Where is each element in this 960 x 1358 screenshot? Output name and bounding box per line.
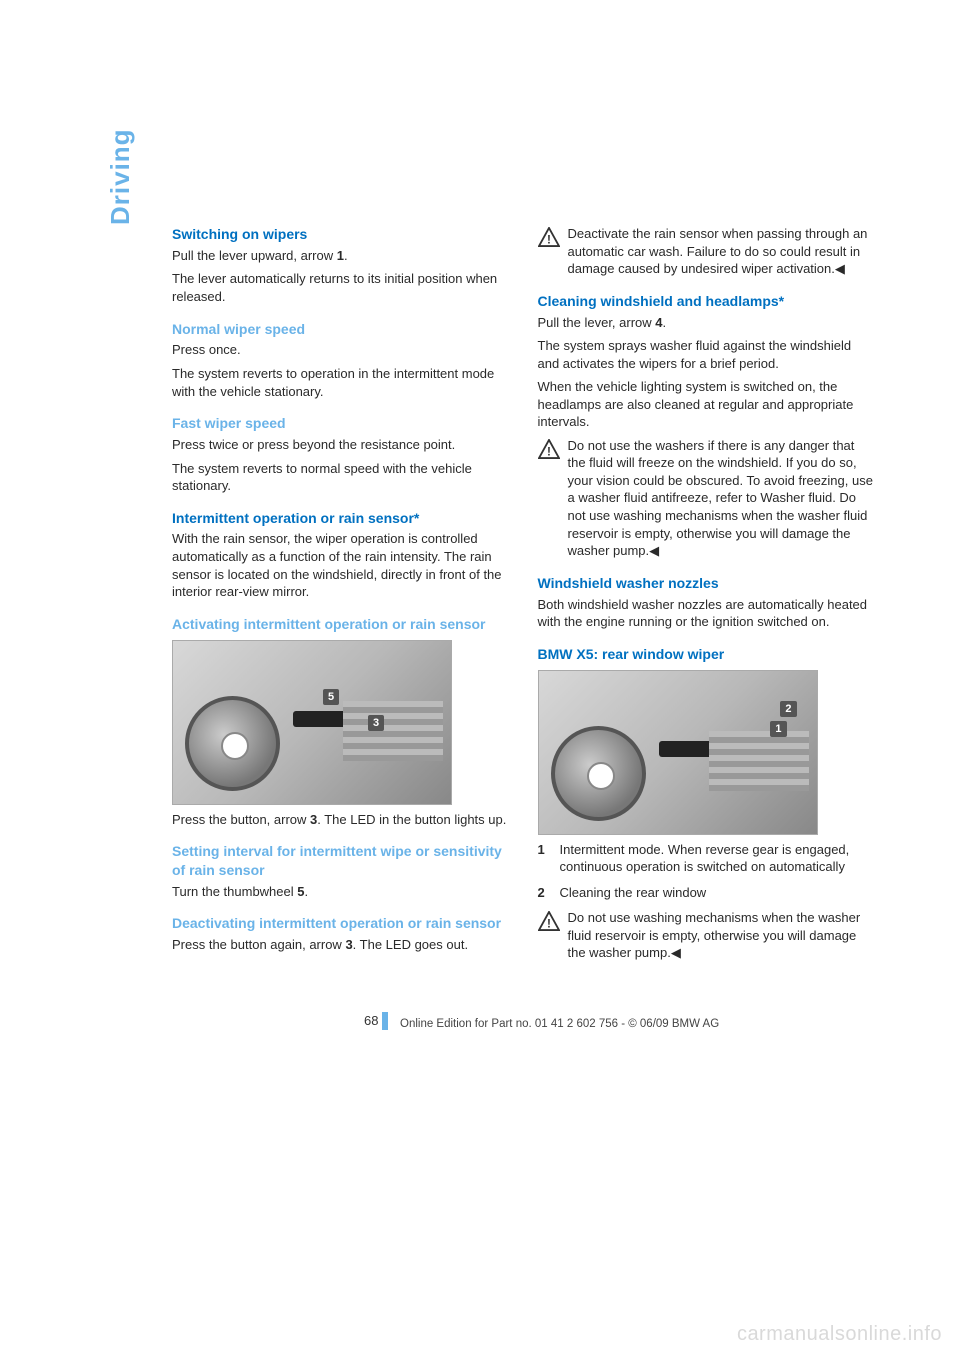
warning-icon: ! bbox=[538, 227, 560, 247]
page-content: Switching on wipers Pull the lever upwar… bbox=[100, 225, 875, 970]
svg-text:!: ! bbox=[547, 232, 551, 246]
section-side-label: Driving bbox=[105, 128, 136, 225]
heading-washer-nozzles: Windshield washer nozzles bbox=[538, 574, 876, 593]
warning-text: Do not use washing mechanisms when the w… bbox=[568, 909, 876, 962]
list-number: 2 bbox=[538, 884, 550, 902]
para: The system reverts to operation in the i… bbox=[172, 365, 510, 400]
warning-block: ! Deactivate the rain sensor when passin… bbox=[538, 225, 876, 278]
para: The lever automatically returns to its i… bbox=[172, 270, 510, 305]
heading-fast-wiper-speed: Fast wiper speed bbox=[172, 414, 510, 433]
list-item: 2 Cleaning the rear window bbox=[538, 884, 876, 902]
numbered-list: 1 Intermittent mode. When reverse gear i… bbox=[538, 841, 876, 902]
thumbwheel-ref-5: 5 bbox=[297, 884, 304, 899]
figure-wiper-lever-1: 5 3 bbox=[172, 640, 452, 805]
heading-deactivating-rain-sensor: Deactivating intermittent operation or r… bbox=[172, 914, 510, 933]
heading-activating-rain-sensor: Activating intermittent operation or rai… bbox=[172, 615, 510, 634]
para: When the vehicle lighting system is swit… bbox=[538, 378, 876, 431]
text: Turn the thumbwheel bbox=[172, 884, 297, 899]
text: . The LED goes out. bbox=[353, 937, 468, 952]
page-number: 68 bbox=[364, 1013, 382, 1028]
para: Pull the lever, arrow 4. bbox=[538, 314, 876, 332]
warning-text: Do not use the washers if there is any d… bbox=[568, 437, 876, 560]
list-text: Cleaning the rear window bbox=[560, 884, 707, 902]
bmw-logo-graphic bbox=[221, 732, 249, 760]
page-number-box: 68 bbox=[364, 1012, 388, 1030]
figure-callout-5: 5 bbox=[323, 689, 339, 706]
bmw-logo-graphic bbox=[587, 762, 615, 790]
dashboard-graphic bbox=[709, 731, 809, 791]
para: Turn the thumbwheel 5. bbox=[172, 883, 510, 901]
footer-edition-line: Online Edition for Part no. 01 41 2 602 … bbox=[400, 1018, 719, 1030]
arrow-ref-4: 4 bbox=[655, 315, 662, 330]
text: . bbox=[663, 315, 667, 330]
heading-normal-wiper-speed: Normal wiper speed bbox=[172, 320, 510, 339]
heading-switching-on-wipers: Switching on wipers bbox=[172, 225, 510, 244]
heading-cleaning-windshield: Cleaning windshield and headlamps* bbox=[538, 292, 876, 311]
steering-wheel-graphic bbox=[185, 696, 280, 791]
text: . bbox=[305, 884, 309, 899]
svg-text:!: ! bbox=[547, 444, 551, 458]
page-number-tab bbox=[382, 1012, 388, 1030]
warning-icon: ! bbox=[538, 439, 560, 459]
figure-callout-3: 3 bbox=[368, 715, 384, 732]
para: Both windshield washer nozzles are autom… bbox=[538, 596, 876, 631]
right-column: ! Deactivate the rain sensor when passin… bbox=[538, 225, 876, 970]
figure-callout-1: 1 bbox=[770, 721, 786, 738]
para: The system sprays washer fluid against t… bbox=[538, 337, 876, 372]
text: . bbox=[344, 248, 348, 263]
left-column: Switching on wipers Pull the lever upwar… bbox=[172, 225, 510, 970]
figure-callout-2: 2 bbox=[780, 701, 796, 718]
para: Press twice or press beyond the resistan… bbox=[172, 436, 510, 454]
para: The system reverts to normal speed with … bbox=[172, 460, 510, 495]
text: Pull the lever, arrow bbox=[538, 315, 656, 330]
text: . The LED in the button lights up. bbox=[317, 812, 506, 827]
para: Press once. bbox=[172, 341, 510, 359]
warning-block: ! Do not use washing mechanisms when the… bbox=[538, 909, 876, 962]
text: Pull the lever upward, arrow bbox=[172, 248, 337, 263]
para: Pull the lever upward, arrow 1. bbox=[172, 247, 510, 265]
list-number: 1 bbox=[538, 841, 550, 876]
para: Press the button again, arrow 3. The LED… bbox=[172, 936, 510, 954]
warning-text: Deactivate the rain sensor when passing … bbox=[568, 225, 876, 278]
dashboard-graphic bbox=[343, 701, 443, 761]
heading-rear-window-wiper: BMW X5: rear window wiper bbox=[538, 645, 876, 664]
arrow-ref-3b: 3 bbox=[345, 937, 352, 952]
warning-icon: ! bbox=[538, 911, 560, 931]
watermark: carmanualsonline.info bbox=[737, 1323, 942, 1346]
warning-block: ! Do not use the washers if there is any… bbox=[538, 437, 876, 560]
heading-setting-interval: Setting interval for intermittent wipe o… bbox=[172, 842, 510, 880]
para: With the rain sensor, the wiper operatio… bbox=[172, 530, 510, 600]
list-item: 1 Intermittent mode. When reverse gear i… bbox=[538, 841, 876, 876]
text: Press the button again, arrow bbox=[172, 937, 345, 952]
heading-intermittent-rain-sensor: Intermittent operation or rain sensor* bbox=[172, 509, 510, 528]
arrow-ref-1: 1 bbox=[337, 248, 344, 263]
svg-text:!: ! bbox=[547, 917, 551, 931]
text: Press the button, arrow bbox=[172, 812, 310, 827]
figure-rear-wiper: 2 1 bbox=[538, 670, 818, 835]
list-text: Intermittent mode. When reverse gear is … bbox=[560, 841, 876, 876]
steering-wheel-graphic bbox=[551, 726, 646, 821]
para: Press the button, arrow 3. The LED in th… bbox=[172, 811, 510, 829]
